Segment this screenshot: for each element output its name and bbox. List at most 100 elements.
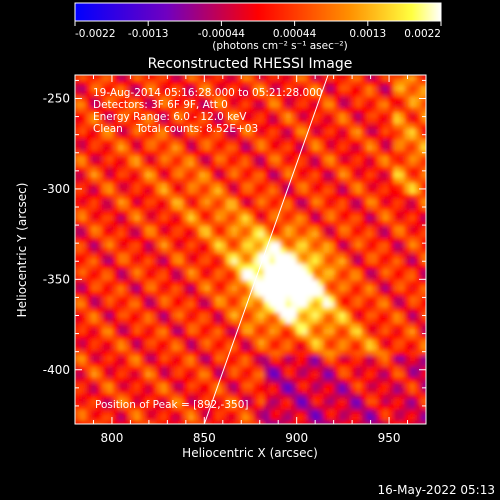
heatmap-cell: [280, 355, 287, 362]
heatmap-cell: [102, 404, 108, 411]
heatmap-cell: [129, 123, 135, 130]
heatmap-cell: [388, 420, 395, 424]
heatmap-cell: [274, 339, 281, 346]
heatmap-cell: [220, 193, 227, 200]
heatmap-cell: [118, 156, 125, 162]
heatmap-cell: [274, 183, 281, 189]
heatmap-cell: [242, 75, 249, 81]
heatmap-cell: [129, 339, 135, 346]
heatmap-cell: [156, 350, 162, 357]
heatmap-cell: [237, 296, 243, 303]
heatmap-cell: [274, 129, 281, 135]
heatmap-cell: [253, 345, 260, 351]
heatmap-cell: [312, 161, 319, 168]
heatmap-cell: [399, 102, 405, 108]
heatmap-cell: [377, 220, 384, 227]
heatmap-cell: [361, 226, 368, 233]
heatmap-cell: [242, 139, 249, 146]
heatmap-cell: [269, 161, 276, 168]
heatmap-cell: [80, 253, 87, 260]
heatmap-cell: [188, 226, 195, 233]
heatmap-cell: [318, 388, 324, 395]
heatmap-cell: [166, 404, 173, 411]
heatmap-cell: [75, 75, 81, 81]
heatmap-cell: [118, 150, 125, 157]
heatmap-cell: [166, 188, 173, 195]
heatmap-cell: [409, 237, 416, 243]
heatmap-cell: [253, 107, 260, 114]
heatmap-cell: [274, 123, 281, 130]
heatmap-cell: [258, 318, 265, 324]
colorbar-tick-label: 0.0022: [404, 28, 441, 40]
heatmap-cell: [280, 129, 287, 135]
heatmap-cell: [96, 372, 103, 378]
heatmap-cell: [339, 188, 346, 195]
heatmap-cell: [107, 91, 114, 98]
heatmap-cell: [350, 85, 357, 92]
heatmap-cell: [231, 145, 238, 152]
heatmap-cell: [307, 183, 314, 189]
heatmap-cell: [129, 91, 135, 98]
heatmap-cell: [280, 420, 287, 424]
heatmap-cell: [285, 355, 292, 362]
heatmap-cell: [91, 85, 98, 92]
heatmap-cell: [426, 167, 432, 173]
heatmap-cell: [237, 339, 243, 346]
heatmap-cell: [145, 210, 152, 216]
heatmap-cell: [134, 420, 141, 424]
heatmap-cell: [150, 247, 157, 254]
heatmap-cell: [264, 96, 270, 103]
colorbar: [74, 2, 442, 22]
heatmap-cell: [334, 420, 341, 424]
heatmap-cell: [193, 80, 200, 87]
heatmap-cell: [253, 96, 260, 103]
heatmap-cell: [404, 323, 411, 330]
heatmap-cell: [404, 393, 411, 400]
heatmap-cell: [323, 188, 330, 195]
heatmap-cell: [393, 215, 400, 222]
heatmap-cell: [301, 123, 308, 130]
heatmap-cell: [372, 118, 378, 125]
heatmap-cell: [285, 172, 292, 179]
heatmap-cell: [118, 258, 125, 265]
heatmap-cell: [220, 382, 227, 389]
heatmap-cell: [307, 269, 314, 276]
heatmap-cell: [123, 301, 130, 308]
heatmap-cell: [129, 393, 135, 400]
heatmap-cell: [312, 80, 319, 87]
heatmap-cell: [312, 350, 319, 357]
heatmap-cell: [231, 345, 238, 351]
heatmap-cell: [399, 80, 405, 87]
heatmap-cell: [269, 193, 276, 200]
heatmap-cell: [291, 382, 297, 389]
heatmap-cell: [291, 204, 297, 211]
heatmap-cell: [129, 156, 135, 162]
heatmap-cell: [415, 307, 422, 314]
heatmap-cell: [96, 377, 103, 384]
heatmap-cell: [199, 339, 206, 346]
heatmap-cell: [269, 264, 276, 270]
heatmap-cell: [183, 382, 189, 389]
heatmap-cell: [242, 112, 249, 119]
heatmap-cell: [247, 118, 254, 125]
heatmap-cell: [318, 393, 324, 400]
heatmap-cell: [388, 301, 395, 308]
heatmap-cell: [253, 285, 260, 292]
heatmap-cell: [334, 350, 341, 357]
heatmap-cell: [156, 280, 162, 287]
heatmap-cell: [156, 107, 162, 114]
heatmap-cell: [296, 409, 303, 416]
heatmap-cell: [247, 166, 254, 173]
heatmap-cell: [366, 350, 373, 357]
heatmap-cell: [355, 96, 362, 103]
heatmap-cell: [420, 123, 426, 130]
heatmap-cell: [296, 285, 303, 292]
heatmap-cell: [307, 231, 314, 238]
heatmap-cell: [166, 85, 173, 92]
heatmap-cell: [91, 80, 98, 87]
heatmap-cell: [399, 404, 405, 411]
heatmap-cell: [210, 145, 216, 152]
heatmap-cell: [285, 80, 292, 87]
heatmap-cell: [183, 166, 189, 173]
heatmap-cell: [334, 150, 341, 157]
